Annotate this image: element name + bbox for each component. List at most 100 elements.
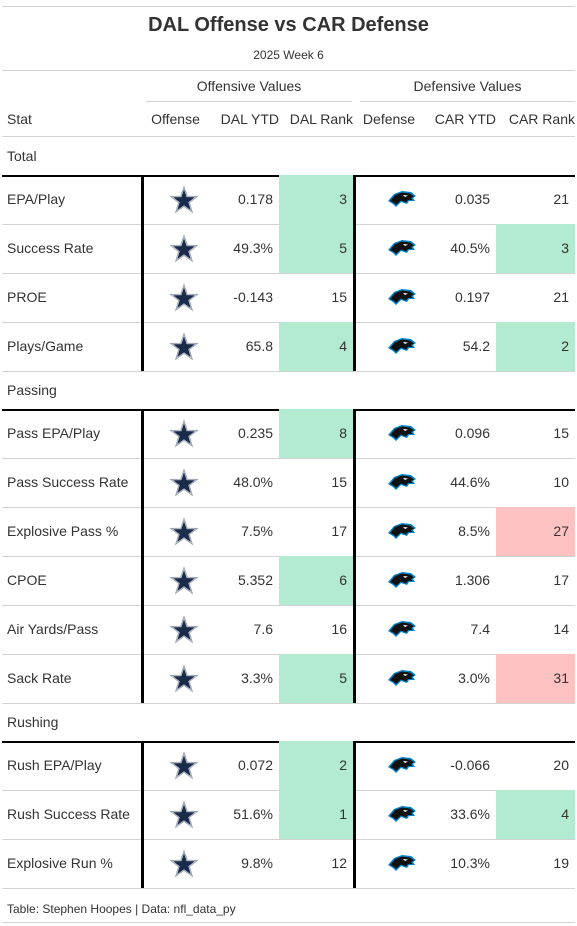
row-group-label: Passing bbox=[7, 382, 57, 398]
dallas-cowboys-star-logo-icon bbox=[169, 800, 199, 830]
column-header-dal-ytd: DAL YTD bbox=[220, 111, 279, 127]
dal-rank-cell: 15 bbox=[331, 474, 347, 490]
defense-divider bbox=[353, 409, 356, 703]
row-rule bbox=[2, 458, 575, 459]
stat-name-cell: EPA/Play bbox=[7, 191, 66, 207]
carolina-panthers-logo-icon bbox=[387, 755, 417, 775]
column-header-car-rank: CAR Rank bbox=[508, 111, 575, 127]
dal-ytd-cell: 3.3% bbox=[241, 670, 273, 686]
dallas-cowboys-star-logo-icon bbox=[169, 517, 199, 547]
table-subtitle: 2025 Week 6 bbox=[253, 48, 324, 62]
car-rank-cell: 10 bbox=[553, 474, 569, 490]
dal-ytd-cell: 9.8% bbox=[241, 855, 273, 871]
dallas-cowboys-star-logo-icon bbox=[169, 234, 199, 264]
carolina-panthers-logo-icon bbox=[387, 668, 417, 688]
stat-name-cell: Pass EPA/Play bbox=[7, 425, 101, 441]
car-rank-cell: 14 bbox=[553, 621, 569, 637]
row-rule bbox=[2, 888, 575, 889]
car-ytd-cell: 10.3% bbox=[450, 855, 490, 871]
column-header-rule bbox=[2, 136, 575, 137]
dal-ytd-cell: 48.0% bbox=[233, 474, 273, 490]
carolina-panthers-logo-icon bbox=[387, 804, 417, 824]
car-ytd-cell: 33.6% bbox=[450, 806, 490, 822]
stat-name-cell: Success Rate bbox=[7, 240, 94, 256]
car-rank-cell: 21 bbox=[553, 289, 569, 305]
stat-name-cell: Rush EPA/Play bbox=[7, 757, 102, 773]
dal-ytd-cell: 0.072 bbox=[237, 757, 273, 773]
car-rank-cell: 19 bbox=[553, 855, 569, 871]
row-rule bbox=[2, 371, 575, 372]
dal-rank-cell: 4 bbox=[279, 322, 353, 371]
car-ytd-cell: 0.035 bbox=[454, 191, 490, 207]
car-rank-cell: 15 bbox=[553, 425, 569, 441]
stat-name-cell: Sack Rate bbox=[7, 670, 72, 686]
column-header-stat: Stat bbox=[7, 111, 32, 127]
dal-rank-cell: 6 bbox=[279, 556, 353, 605]
dallas-cowboys-star-logo-icon bbox=[169, 332, 199, 362]
dallas-cowboys-star-logo-icon bbox=[169, 468, 199, 498]
car-ytd-cell: 3.0% bbox=[458, 670, 490, 686]
stat-name-cell: CPOE bbox=[7, 572, 47, 588]
dal-ytd-cell: 49.3% bbox=[233, 240, 273, 256]
column-header-car-ytd: CAR YTD bbox=[434, 111, 496, 127]
car-rank-cell: 17 bbox=[553, 572, 569, 588]
defense-divider bbox=[353, 175, 356, 371]
stat-name-cell: Plays/Game bbox=[7, 338, 84, 354]
car-rank-cell: 2 bbox=[496, 322, 575, 371]
dal-rank-cell: 5 bbox=[279, 224, 353, 273]
dallas-cowboys-star-logo-icon bbox=[169, 849, 199, 879]
dal-rank-cell: 3 bbox=[279, 175, 353, 224]
heading-rule bbox=[2, 70, 575, 71]
stat-name-cell: Pass Success Rate bbox=[7, 474, 129, 490]
car-rank-cell: 27 bbox=[496, 507, 575, 556]
offensive-values-spanner: Offensive Values bbox=[196, 78, 302, 94]
dal-rank-cell: 12 bbox=[331, 855, 347, 871]
stat-name-cell: Explosive Pass % bbox=[7, 523, 119, 539]
dal-rank-cell: 8 bbox=[279, 409, 353, 458]
column-header-dal-rank: DAL Rank bbox=[289, 111, 353, 127]
car-ytd-cell: 8.5% bbox=[458, 523, 490, 539]
car-ytd-cell: 40.5% bbox=[450, 240, 490, 256]
carolina-panthers-logo-icon bbox=[387, 521, 417, 541]
dallas-cowboys-star-logo-icon bbox=[169, 664, 199, 694]
row-rule bbox=[2, 273, 575, 274]
car-rank-cell: 20 bbox=[553, 757, 569, 773]
row-group-label: Rushing bbox=[7, 714, 59, 730]
dal-ytd-cell: 5.352 bbox=[237, 572, 273, 588]
carolina-panthers-logo-icon bbox=[387, 570, 417, 590]
dallas-cowboys-star-logo-icon bbox=[169, 419, 199, 449]
dallas-cowboys-star-logo-icon bbox=[169, 185, 199, 215]
carolina-panthers-logo-icon bbox=[387, 287, 417, 307]
dal-rank-cell: 1 bbox=[279, 790, 353, 839]
dal-ytd-cell: 65.8 bbox=[245, 338, 273, 354]
stat-name-cell: Explosive Run % bbox=[7, 855, 113, 871]
carolina-panthers-logo-icon bbox=[387, 336, 417, 356]
offense-divider bbox=[141, 175, 144, 371]
car-rank-cell: 21 bbox=[553, 191, 569, 207]
car-rank-cell: 4 bbox=[496, 790, 575, 839]
offense-divider bbox=[141, 741, 144, 888]
dal-rank-cell: 17 bbox=[331, 523, 347, 539]
row-rule bbox=[2, 507, 575, 508]
car-ytd-cell: 0.096 bbox=[454, 425, 490, 441]
dallas-cowboys-star-logo-icon bbox=[169, 566, 199, 596]
carolina-panthers-logo-icon bbox=[387, 472, 417, 492]
car-ytd-cell: 1.306 bbox=[454, 572, 490, 588]
carolina-panthers-logo-icon bbox=[387, 853, 417, 873]
row-group-label: Total bbox=[7, 148, 37, 164]
offense-divider bbox=[141, 409, 144, 703]
dal-rank-cell: 2 bbox=[279, 741, 353, 790]
dal-ytd-cell: 7.6 bbox=[253, 621, 273, 637]
offensive-spanner-rule bbox=[146, 101, 352, 102]
dal-rank-cell: 16 bbox=[331, 621, 347, 637]
row-rule bbox=[2, 703, 575, 704]
carolina-panthers-logo-icon bbox=[387, 189, 417, 209]
bottom-rule bbox=[2, 922, 575, 923]
stat-name-cell: Rush Success Rate bbox=[7, 806, 130, 822]
car-ytd-cell: 54.2 bbox=[462, 338, 490, 354]
dallas-cowboys-star-logo-icon bbox=[169, 615, 199, 645]
top-rule bbox=[2, 6, 575, 7]
carolina-panthers-logo-icon bbox=[387, 423, 417, 443]
dallas-cowboys-star-logo-icon bbox=[169, 283, 199, 313]
